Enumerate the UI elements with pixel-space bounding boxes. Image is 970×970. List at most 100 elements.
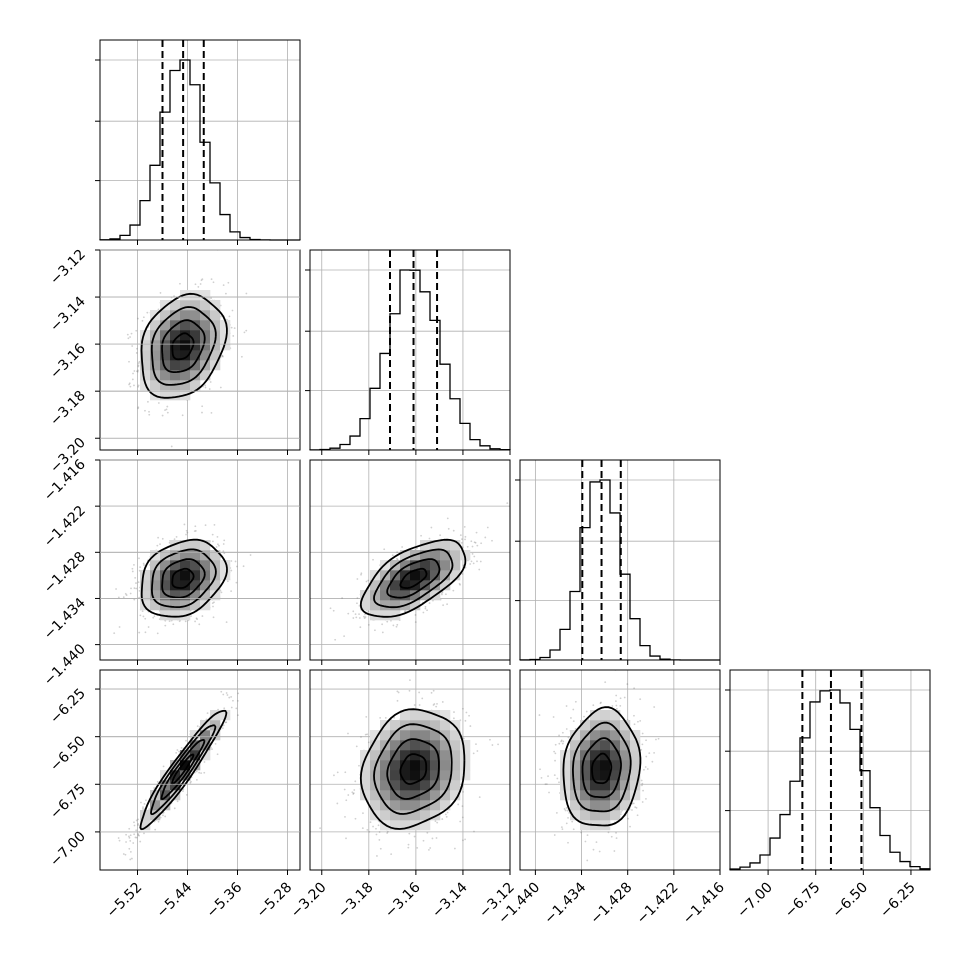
sample-point bbox=[441, 593, 443, 596]
density-cell bbox=[190, 580, 201, 591]
density-cell bbox=[390, 580, 401, 591]
density-cell bbox=[170, 580, 181, 591]
density-cell bbox=[150, 800, 161, 811]
sample-point bbox=[435, 705, 438, 708]
sample-point bbox=[201, 615, 204, 617]
sample-point bbox=[129, 336, 131, 338]
sample-point bbox=[372, 558, 374, 561]
density-cell bbox=[200, 290, 211, 301]
sample-point bbox=[236, 699, 239, 702]
density-cell bbox=[170, 540, 181, 551]
sample-point bbox=[446, 811, 449, 814]
density-cell bbox=[180, 340, 191, 351]
sample-point bbox=[413, 704, 416, 706]
sample-point bbox=[173, 538, 176, 541]
sample-point bbox=[476, 750, 479, 752]
density-cell bbox=[170, 610, 181, 621]
sample-point bbox=[210, 411, 213, 414]
sample-point bbox=[231, 309, 234, 312]
sample-point bbox=[235, 565, 238, 568]
density-cell bbox=[150, 350, 161, 361]
density-cell bbox=[430, 540, 441, 551]
density-cell bbox=[430, 790, 441, 801]
contour-line bbox=[160, 738, 206, 801]
density-cell bbox=[150, 790, 161, 801]
sample-point bbox=[133, 563, 135, 566]
histogram-panel bbox=[725, 669, 931, 871]
density-cell bbox=[190, 300, 201, 311]
density-cell bbox=[140, 330, 151, 341]
sample-point bbox=[133, 587, 136, 590]
density-cell bbox=[150, 360, 161, 371]
contour-line bbox=[171, 332, 195, 361]
sample-point bbox=[193, 530, 196, 533]
density-cell bbox=[410, 770, 421, 781]
sample-point bbox=[166, 411, 169, 414]
sample-point bbox=[363, 617, 366, 619]
sample-point bbox=[414, 621, 417, 623]
sample-point bbox=[431, 837, 434, 840]
sample-point bbox=[183, 523, 186, 526]
density-cell bbox=[160, 550, 171, 561]
sample-point bbox=[491, 744, 494, 746]
density-content bbox=[100, 460, 300, 660]
density-cell bbox=[210, 300, 221, 311]
sample-point bbox=[131, 345, 134, 347]
sample-point bbox=[166, 405, 169, 408]
sample-point bbox=[168, 620, 171, 623]
density-cell bbox=[370, 750, 381, 761]
contour-line bbox=[373, 548, 454, 609]
density-cell bbox=[170, 780, 181, 791]
sample-point bbox=[162, 811, 165, 814]
density-panel bbox=[519, 669, 721, 871]
sample-point bbox=[333, 774, 335, 777]
sample-point bbox=[196, 725, 199, 728]
sample-point bbox=[230, 569, 233, 572]
density-cell bbox=[150, 380, 161, 391]
sample-point bbox=[195, 778, 198, 781]
sample-point bbox=[408, 689, 411, 692]
sample-point bbox=[129, 840, 132, 842]
sample-point bbox=[372, 825, 374, 828]
density-cell bbox=[430, 800, 441, 811]
sample-point bbox=[135, 829, 138, 832]
density-cell bbox=[190, 310, 201, 321]
density-cell bbox=[390, 730, 401, 741]
sample-point bbox=[201, 411, 203, 414]
sample-point bbox=[175, 751, 178, 754]
sample-point bbox=[367, 623, 370, 626]
density-cell bbox=[200, 730, 211, 741]
sample-point bbox=[365, 580, 368, 583]
sample-point bbox=[397, 691, 400, 694]
density-cell bbox=[380, 790, 391, 801]
sample-point bbox=[205, 718, 208, 721]
sample-point bbox=[142, 316, 145, 319]
sample-point bbox=[181, 414, 184, 417]
density-cell bbox=[420, 810, 431, 821]
density-cell bbox=[200, 370, 211, 381]
sample-point bbox=[138, 631, 141, 634]
sample-point bbox=[186, 531, 189, 534]
sample-point bbox=[362, 812, 364, 815]
density-cell bbox=[220, 570, 231, 581]
sample-point bbox=[128, 836, 131, 839]
contour-line bbox=[161, 558, 206, 599]
density-cell bbox=[430, 550, 441, 561]
sample-point bbox=[223, 539, 226, 542]
sample-point bbox=[336, 771, 339, 774]
density-cell bbox=[360, 600, 371, 611]
density-cell bbox=[450, 720, 461, 731]
density-cell bbox=[400, 800, 411, 811]
panel-frame bbox=[309, 459, 511, 661]
density-cell bbox=[420, 820, 431, 831]
sample-point bbox=[138, 557, 140, 560]
sample-point bbox=[378, 839, 381, 841]
sample-point bbox=[386, 620, 389, 623]
density-cell bbox=[160, 800, 171, 811]
sample-point bbox=[249, 554, 252, 556]
sample-point bbox=[156, 780, 159, 783]
sample-point bbox=[480, 542, 483, 545]
sample-point bbox=[364, 613, 366, 616]
sample-point bbox=[426, 831, 429, 834]
